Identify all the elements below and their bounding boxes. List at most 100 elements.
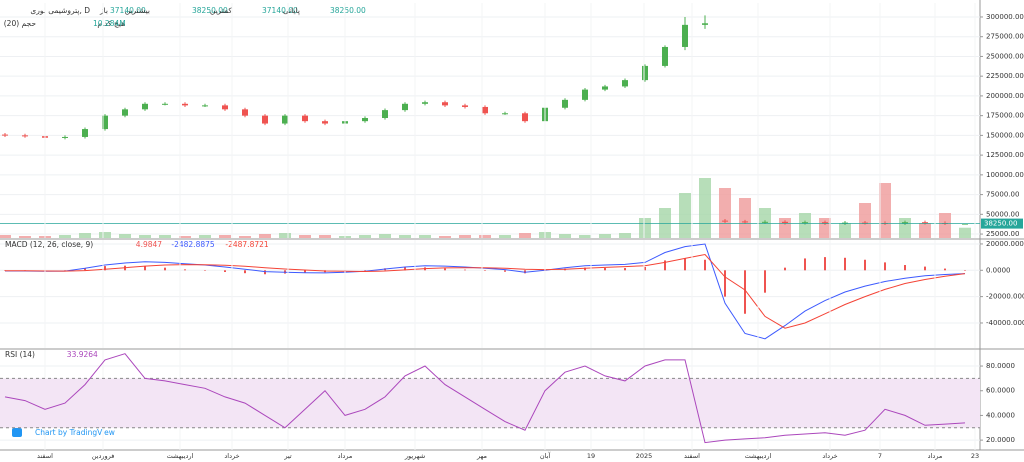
volume-bar	[839, 223, 851, 238]
volume-bar	[279, 233, 291, 238]
histogram-bar	[584, 267, 586, 271]
x-tick-label: تیر	[283, 452, 292, 460]
x-tick-label: 19	[587, 452, 595, 460]
histogram-bar	[184, 269, 186, 271]
y-tick-label: 175000.00	[986, 112, 1024, 120]
ohlc-value: 37140.00	[110, 6, 146, 15]
candle-body	[502, 113, 508, 115]
histogram-bar	[204, 270, 206, 271]
y-tick-label: 80.0000	[986, 362, 1015, 370]
volume-bar	[479, 235, 491, 238]
histogram-bar	[644, 267, 646, 271]
candle-body	[742, 221, 748, 223]
y-tick-label: 225000.00	[986, 72, 1024, 80]
histogram-bar	[944, 268, 946, 271]
pane: 20000.0000 0.0000 -20000.0000 -40000.0000 MA…	[0, 240, 1024, 340]
volume-bar	[639, 218, 651, 238]
volume-bar	[859, 203, 871, 238]
x-tick-label: مهر	[476, 452, 487, 460]
volume-bar	[599, 234, 611, 238]
candle-body	[682, 24, 688, 47]
volume-bar	[419, 235, 431, 238]
candle-body	[122, 109, 128, 116]
histogram-bar	[744, 270, 746, 314]
histogram-bar	[864, 259, 866, 271]
last-price-label: 38250.00	[984, 220, 1017, 228]
histogram-bar	[444, 268, 446, 271]
volume-bar	[499, 235, 511, 238]
chart-title: پتروشیمی نوری, D	[30, 6, 90, 15]
y-tick-label: -40000.0000	[986, 319, 1024, 327]
pane: 80.0000 60.0000 40.0000 20.0000 اسفند فروردین…	[0, 3, 1015, 460]
histogram-bar	[904, 265, 906, 271]
histogram-bar	[84, 268, 86, 271]
volume-bar	[159, 235, 171, 238]
pane-title: RSI (14)	[5, 350, 35, 359]
ohlc-value: 38250.00	[330, 6, 366, 15]
volume-bar	[799, 213, 811, 238]
x-tick-label: فروردین	[92, 452, 115, 460]
volume-bar	[519, 233, 531, 238]
volume-bar	[139, 235, 151, 238]
volume-bar	[919, 223, 931, 238]
y-tick-label: 300000.00	[986, 13, 1024, 21]
histogram-bar	[464, 269, 466, 271]
y-tick-label: 60.0000	[986, 387, 1015, 395]
histogram-bar	[484, 270, 486, 271]
series-last-value: -2487.8721	[225, 240, 268, 249]
volume-text: هیچ کدام	[97, 19, 125, 28]
x-tick-label: خرداد	[822, 452, 837, 460]
volume-title: حجم (20)	[4, 19, 37, 28]
candle-body	[462, 105, 468, 107]
histogram-bar	[264, 270, 266, 275]
histogram-bar	[824, 257, 826, 271]
candle-body	[762, 221, 768, 223]
volume-bar	[59, 235, 71, 238]
candle-body	[262, 115, 268, 124]
candle-body	[522, 113, 528, 122]
candle-body	[82, 129, 88, 137]
y-tick-label: 50000.00	[986, 210, 1019, 218]
rsi-band	[0, 378, 980, 428]
histogram-bar	[664, 260, 666, 271]
candle-body	[242, 109, 248, 116]
candle-body	[782, 221, 788, 224]
series-last-value: 4.9847	[136, 240, 162, 249]
candle-body	[202, 105, 208, 107]
volume-bar	[439, 236, 451, 238]
histogram-bar	[764, 270, 766, 293]
volume-bar	[879, 183, 891, 238]
volume-bar	[459, 235, 471, 238]
histogram-bar	[704, 259, 706, 271]
candle-body	[582, 89, 588, 100]
x-tick-label: اسفند	[37, 452, 53, 460]
candle-body	[962, 223, 968, 225]
volume-bar	[79, 233, 91, 238]
y-tick-label: 0.0000	[986, 266, 1011, 274]
candle-body	[862, 222, 868, 224]
histogram-bar	[144, 265, 146, 271]
histogram-bar	[64, 270, 66, 271]
x-tick-label: 23	[971, 452, 979, 460]
candle-body	[602, 86, 608, 90]
histogram-bar	[504, 270, 506, 272]
series-last-value: 33.9264	[67, 350, 98, 359]
volume-bar	[679, 193, 691, 238]
volume-bar	[959, 227, 971, 238]
candle-body	[662, 46, 668, 66]
y-tick-label: 20.0000	[986, 436, 1015, 444]
volume-bar	[219, 235, 231, 238]
volume-bar	[99, 232, 111, 238]
x-tick-label: اسفند	[684, 452, 700, 460]
candle-body	[482, 106, 488, 114]
y-tick-label: 75000.00	[986, 191, 1019, 199]
histogram-bar	[964, 270, 966, 271]
ohlc-name: بیشترین	[125, 6, 150, 15]
histogram-bar	[304, 270, 306, 273]
y-tick-label: 250000.00	[986, 52, 1024, 60]
histogram-bar	[924, 266, 926, 271]
candle-body	[802, 222, 808, 224]
histogram-bar	[884, 262, 886, 271]
y-tick-label: 275000.00	[986, 33, 1024, 41]
candle-body	[322, 121, 328, 124]
